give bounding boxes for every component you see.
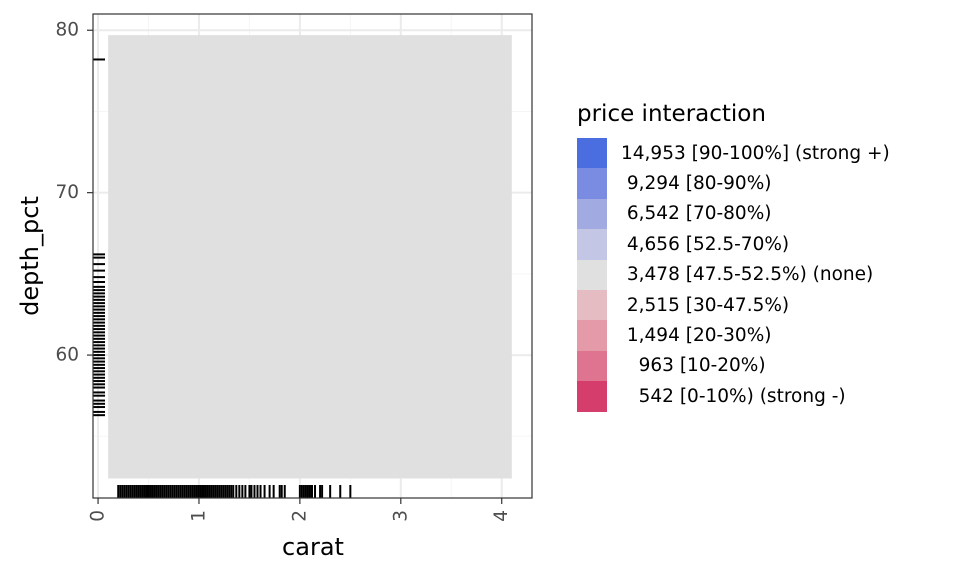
legend-color-key	[577, 350, 607, 382]
panel-border	[92, 13, 533, 499]
y-tick-label: 80	[55, 20, 79, 41]
legend-color-key	[577, 289, 607, 321]
x-rug	[117, 485, 352, 498]
interaction-tile	[108, 35, 512, 479]
legend-color-key	[577, 138, 607, 169]
y-axis-label: depth_pct	[16, 196, 44, 316]
legend-color-key	[577, 168, 607, 199]
legend-entry-label: 9,294 [80-90%)	[621, 173, 772, 195]
legend-entry: 963 [10-20%)	[577, 350, 960, 382]
legend-color-key	[577, 229, 607, 260]
legend-entry: 14,953 [90-100%] (strong +)	[577, 138, 960, 169]
legend-entry-label: 4,656 [52.5-70%)	[621, 233, 790, 255]
y-tick-label: 60	[55, 345, 79, 366]
legend-entry-label: 2,515 [30-47.5%)	[621, 294, 790, 316]
y-axis-ticks: 60 70 80	[55, 20, 93, 366]
x-tick-label: 2	[289, 510, 310, 522]
y-rug	[93, 58, 105, 417]
legend-entry: 2,515 [30-47.5%)	[577, 289, 960, 321]
legend-entry-label: 542 [0-10%) (strong -)	[621, 385, 846, 407]
legend-entries: 14,953 [90-100%] (strong +) 9,294 [80-90…	[577, 138, 960, 412]
x-axis-ticks: 0 1 2 3 4	[88, 498, 512, 522]
legend-entry-label: 6,542 [70-80%)	[621, 203, 772, 225]
legend-entry-label: 963 [10-20%)	[621, 355, 766, 377]
legend-entry-label: 3,478 [47.5-52.5%) (none)	[621, 264, 874, 286]
legend-entry-label: 1,494 [20-30%)	[621, 325, 772, 347]
legend-entry-label: 14,953 [90-100%] (strong +)	[621, 142, 890, 164]
x-tick-label: 4	[491, 510, 512, 522]
legend: price interaction 14,953 [90-100%] (stro…	[577, 98, 960, 412]
legend-entry: 542 [0-10%) (strong -)	[577, 381, 960, 412]
interaction-tiles	[108, 35, 512, 479]
legend-color-key	[577, 381, 607, 412]
legend-color-key	[577, 198, 607, 230]
x-tick-label: 1	[188, 510, 209, 522]
legend-entry: 3,478 [47.5-52.5%) (none)	[577, 259, 960, 290]
x-tick-label: 3	[390, 510, 411, 522]
legend-entry: 4,656 [52.5-70%)	[577, 229, 960, 260]
legend-color-key	[577, 320, 607, 351]
legend-entry: 6,542 [70-80%)	[577, 198, 960, 230]
x-axis-label: carat	[282, 533, 344, 561]
x-tick-label: 0	[88, 510, 109, 522]
legend-entry: 9,294 [80-90%)	[577, 168, 960, 199]
y-tick-label: 70	[55, 182, 79, 203]
legend-color-key	[577, 259, 607, 290]
legend-entry: 1,494 [20-30%)	[577, 320, 960, 351]
legend-title: price interaction	[577, 101, 766, 127]
